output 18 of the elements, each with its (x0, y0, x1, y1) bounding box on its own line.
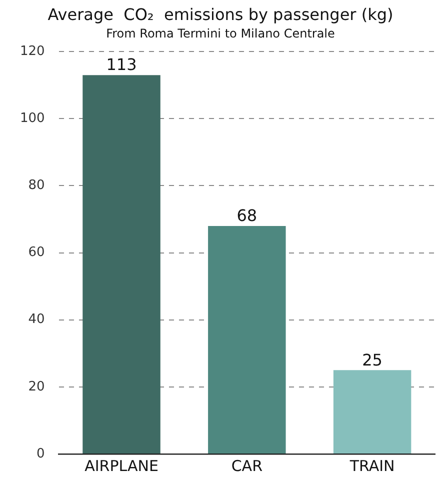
y-tick-label: 120 (20, 44, 45, 59)
data-label: 68 (236, 206, 258, 226)
chart-subtitle: From Roma Termini to Milano Centrale (106, 26, 335, 41)
y-tick-label: 20 (28, 379, 45, 394)
x-tick-label: AIRPLANE (84, 456, 158, 475)
y-tick-label: 0 (36, 446, 45, 462)
x-tick-label: CAR (231, 456, 262, 475)
chart-title: Average CO₂ emissions by passenger (kg) (48, 4, 394, 24)
bar (333, 370, 412, 454)
y-tick-label: 40 (28, 312, 45, 328)
y-tick-label: 80 (28, 178, 45, 194)
data-label: 25 (362, 350, 382, 370)
data-label: 113 (106, 55, 137, 74)
bar (82, 75, 160, 454)
x-tick-label: TRAIN (348, 456, 395, 475)
y-tick-label: 100 (20, 111, 45, 126)
y-tick-label: 60 (28, 245, 45, 260)
bar (208, 226, 286, 454)
